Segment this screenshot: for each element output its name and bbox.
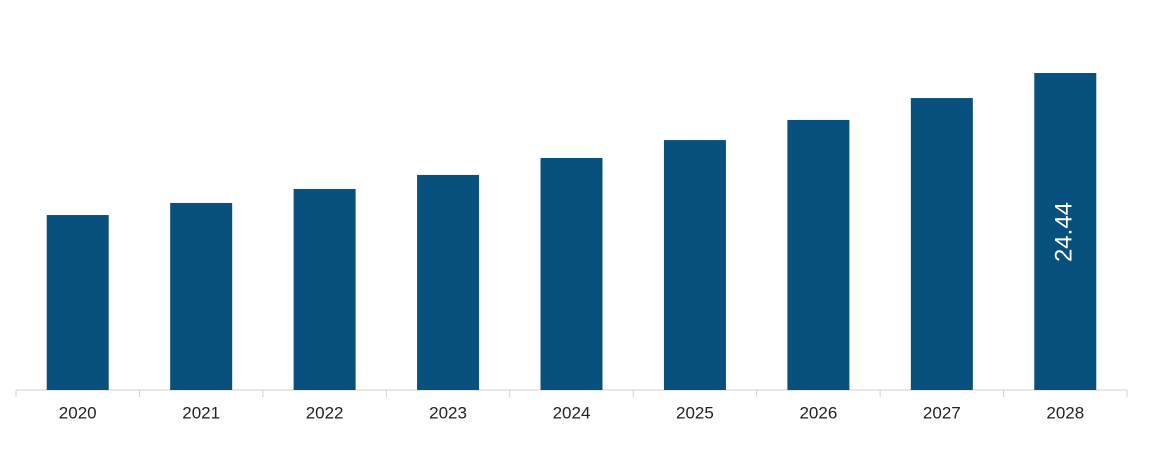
x-tick-label: 2023 [429, 403, 467, 422]
x-tick-label: 2027 [923, 403, 961, 422]
bar [540, 157, 603, 390]
x-tick-label: 2024 [553, 403, 591, 422]
x-tick-label: 2022 [306, 403, 344, 422]
bar [293, 188, 356, 390]
bar [910, 98, 973, 390]
bar [787, 119, 850, 390]
x-tick-label: 2028 [1046, 403, 1084, 422]
value-label: 24.44 [1051, 202, 1078, 262]
x-tick-label: 2026 [799, 403, 837, 422]
x-tick-label: 2021 [182, 403, 220, 422]
bar [417, 174, 480, 390]
bar [46, 215, 109, 390]
x-tick-label: 2020 [59, 403, 97, 422]
bar [170, 202, 233, 390]
bar [1034, 73, 1097, 390]
bar [663, 140, 726, 390]
x-tick-label: 2025 [676, 403, 714, 422]
